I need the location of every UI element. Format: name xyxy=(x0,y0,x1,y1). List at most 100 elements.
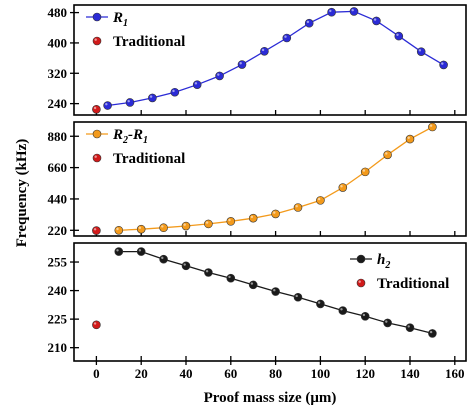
data-point xyxy=(114,247,124,256)
data-point-highlight xyxy=(306,20,310,24)
data-point-highlight xyxy=(362,169,366,172)
data-point-highlight xyxy=(329,9,332,13)
data-point-highlight xyxy=(396,33,399,37)
data-point xyxy=(372,16,381,26)
y-tick-label: 880 xyxy=(48,129,68,144)
data-point xyxy=(293,203,303,212)
series-traditional xyxy=(92,105,101,114)
legend-marker xyxy=(356,278,366,288)
y-tick-label: 210 xyxy=(48,340,68,355)
data-point-highlight xyxy=(228,275,231,279)
panel-frame xyxy=(73,121,467,237)
data-point-highlight xyxy=(116,249,119,252)
data-point xyxy=(428,329,437,338)
data-point xyxy=(439,60,448,70)
data-point xyxy=(394,31,404,41)
x-tick-label: 20 xyxy=(135,366,148,381)
data-point-highlight xyxy=(250,282,254,285)
legend-marker xyxy=(92,12,102,22)
data-point xyxy=(405,323,415,332)
data-point-highlight xyxy=(205,221,209,224)
x-axis-label: Proof mass size (μm) xyxy=(204,390,337,406)
data-point-highlight xyxy=(429,124,433,127)
panel-frame xyxy=(73,242,467,362)
data-point xyxy=(226,273,236,283)
y-tick-label: 225 xyxy=(48,312,68,327)
data-point-highlight xyxy=(284,35,287,38)
data-point xyxy=(338,306,348,315)
data-point-highlight xyxy=(217,73,220,76)
series-line xyxy=(107,10,444,107)
data-point-highlight xyxy=(407,325,410,328)
data-point xyxy=(383,318,392,328)
data-point xyxy=(92,105,101,114)
series-traditional xyxy=(92,320,101,330)
data-point-highlight xyxy=(317,197,321,201)
data-point xyxy=(103,101,112,110)
legend-label: R2-R1 xyxy=(112,127,148,146)
series-r1 xyxy=(103,7,448,110)
data-point xyxy=(170,87,180,97)
data-point xyxy=(181,261,191,271)
y-tick-label: 240 xyxy=(48,283,68,298)
legend-label: Traditional xyxy=(113,151,185,167)
data-point xyxy=(136,224,146,234)
legend-label: h2 xyxy=(377,252,390,271)
data-point-highlight xyxy=(273,289,276,292)
data-point-highlight xyxy=(105,103,108,106)
data-point-highlight xyxy=(93,106,97,110)
y-tick-label: 255 xyxy=(48,255,68,270)
data-point-highlight xyxy=(407,136,410,139)
data-point-highlight xyxy=(317,301,321,304)
legend: R1 Traditional xyxy=(86,10,185,50)
y-tick-label: 220 xyxy=(48,223,68,238)
panel-middle: 220 440 660 880 R2-R1 Traditional xyxy=(48,121,467,238)
data-point-highlight xyxy=(418,49,422,52)
data-point-highlight xyxy=(93,228,97,231)
legend-label: R1 xyxy=(112,10,128,29)
data-point-highlight xyxy=(340,185,343,188)
x-tick-label: 120 xyxy=(355,366,375,381)
data-point-highlight xyxy=(172,89,175,93)
legend-marker xyxy=(356,254,366,264)
data-point xyxy=(271,287,280,296)
data-point-highlight xyxy=(273,211,276,214)
data-point xyxy=(159,254,168,264)
legend-marker-highlight xyxy=(358,280,361,283)
data-point xyxy=(338,183,348,192)
data-point xyxy=(383,150,392,160)
data-point xyxy=(282,33,292,43)
data-point xyxy=(159,223,168,233)
data-point xyxy=(215,71,224,81)
panel-frame xyxy=(73,4,467,116)
x-tick-label: 140 xyxy=(400,366,420,381)
data-point-highlight xyxy=(261,48,265,52)
legend: R2-R1 Traditional xyxy=(86,127,185,167)
data-point xyxy=(248,213,258,223)
legend: h2 Traditional xyxy=(350,252,449,292)
data-point-highlight xyxy=(295,205,298,208)
data-point-highlight xyxy=(239,62,242,65)
data-point xyxy=(327,7,336,17)
data-point xyxy=(181,221,191,231)
data-point-highlight xyxy=(116,227,119,231)
x-tick-label: 160 xyxy=(445,366,465,381)
data-point-highlight xyxy=(373,18,377,21)
series-traditional xyxy=(92,226,101,235)
data-point-highlight xyxy=(183,223,186,226)
y-axis-label: Frequency (kHz) xyxy=(14,139,30,247)
data-point-highlight xyxy=(183,263,186,266)
data-point xyxy=(237,60,247,69)
data-point xyxy=(192,80,202,89)
data-point-highlight xyxy=(149,95,153,98)
data-point-highlight xyxy=(93,322,97,325)
data-point xyxy=(349,7,359,16)
data-point-highlight xyxy=(205,270,209,273)
data-point-highlight xyxy=(362,313,366,317)
series-r2-r1 xyxy=(114,122,437,235)
data-point xyxy=(416,47,426,56)
data-point-highlight xyxy=(228,218,231,222)
data-point xyxy=(114,226,124,235)
data-point xyxy=(204,268,213,277)
